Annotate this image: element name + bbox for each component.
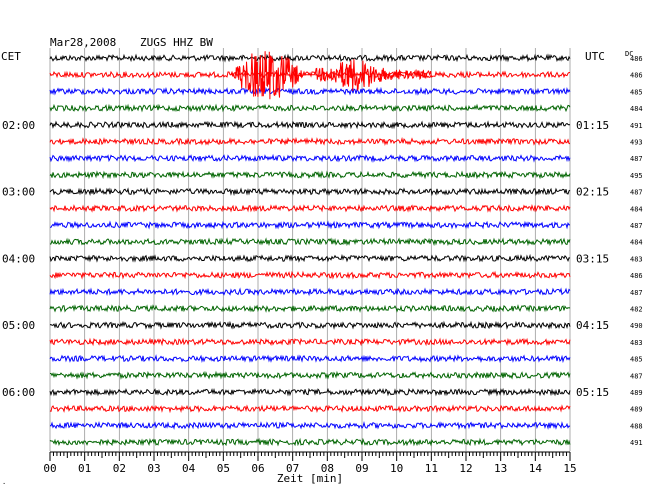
dc-label: DC	[625, 50, 633, 58]
dc-value-3: 484	[630, 105, 643, 113]
x-axis: 00 01 02 03 04 05 06 07 08 09 10 11 12 13 14 15	[43, 451, 577, 475]
dc-value-9: 484	[630, 205, 643, 213]
dc-value-17: 483	[630, 339, 643, 347]
earthquake-event	[230, 51, 432, 100]
trace-row-18	[49, 354, 571, 364]
x-tick-label-03: 03	[147, 462, 160, 475]
dc-value-22: 488	[630, 422, 643, 430]
dc-value-21: 489	[630, 406, 643, 414]
x-tick-label-10: 10	[390, 462, 403, 475]
trace-row-9	[49, 203, 571, 213]
x-tick-label-08: 08	[321, 462, 334, 475]
trace-rows	[49, 53, 571, 447]
x-tick-label-04: 04	[182, 462, 196, 475]
trace-row-19	[49, 370, 571, 380]
right-time-label-1: 02:15	[576, 186, 609, 199]
event-waveform	[230, 51, 432, 100]
right-time-label-3: 04:15	[576, 319, 609, 332]
trace-row-20	[49, 387, 571, 397]
dc-value-7: 495	[630, 172, 643, 180]
trace-row-3	[49, 103, 571, 113]
header-station: ZUGS HHZ BW	[140, 36, 213, 49]
x-tick-label-12: 12	[459, 462, 472, 475]
trace-row-15	[49, 304, 571, 313]
trace-row-14	[49, 287, 571, 297]
trace-row-13	[49, 270, 571, 280]
dc-value-5: 493	[630, 139, 643, 147]
left-time-label-2: 04:00	[2, 252, 35, 265]
header-date: Mar28,2008	[50, 36, 116, 49]
trace-row-5	[49, 136, 571, 147]
x-tick-label-07: 07	[286, 462, 299, 475]
dc-value-12: 483	[630, 255, 643, 263]
left-time-label-4: 06:00	[2, 386, 35, 399]
trace-row-17	[49, 337, 571, 347]
left-time-label-0: 02:00	[2, 119, 35, 132]
dc-value-23: 491	[630, 439, 643, 447]
trace-row-21	[49, 404, 571, 414]
dc-value-18: 485	[630, 356, 643, 364]
dc-value-10: 487	[630, 222, 643, 230]
dc-value-6: 487	[630, 155, 643, 163]
right-time-label-0: 01:15	[576, 119, 609, 132]
x-tick-label-14: 14	[529, 462, 543, 475]
dc-values: 486 486 485 484 491 493 487 495 487 484 487 484 483 4…	[630, 55, 643, 447]
left-time-label-3: 05:00	[2, 319, 35, 332]
trace-row-2	[49, 86, 571, 96]
dc-value-11: 484	[630, 239, 643, 247]
trace-row-6	[49, 153, 571, 163]
dc-value-19: 487	[630, 372, 643, 380]
trace-row-4	[49, 120, 571, 130]
right-zone-label: UTC	[585, 50, 605, 63]
x-tick-label-11: 11	[425, 462, 438, 475]
dc-value-14: 487	[630, 289, 643, 297]
dc-value-15: 482	[630, 306, 643, 314]
dc-value-8: 487	[630, 189, 643, 197]
right-time-label-4: 05:15	[576, 386, 609, 399]
x-tick-label-09: 09	[355, 462, 368, 475]
dc-value-0: 486	[630, 55, 643, 63]
trace-row-12	[49, 253, 571, 263]
trace-row-0	[49, 53, 571, 63]
x-tick-label-13: 13	[494, 462, 507, 475]
dc-value-1: 486	[630, 72, 643, 80]
x-tick-label-01: 01	[78, 462, 91, 475]
left-time-label-1: 03:00	[2, 186, 35, 199]
trace-row-22	[49, 420, 571, 430]
trace-row-7	[49, 170, 571, 180]
trace-row-10	[50, 220, 571, 230]
x-tick-label-00: 00	[43, 462, 56, 475]
trace-row-23	[49, 437, 571, 447]
x-axis-label: Zeit [min]	[277, 472, 343, 485]
trace-row-8	[49, 186, 571, 197]
trace-row-11	[49, 237, 571, 247]
dc-value-2: 485	[630, 88, 643, 96]
left-zone-label: CET	[1, 50, 21, 63]
trace-row-16	[49, 320, 571, 330]
x-tick-label-06: 06	[251, 462, 264, 475]
time-labels: 02:00 03:00 04:00 05:00 06:00 01:15 02:15 03:15…	[2, 119, 609, 399]
x-tick-label-02: 02	[113, 462, 126, 475]
trace-row-1	[49, 70, 570, 79]
dc-value-13: 486	[630, 272, 643, 280]
grid-lines	[49, 48, 571, 452]
dc-value-4: 491	[630, 122, 643, 130]
corner-mark: ·	[2, 480, 6, 488]
dc-value-20: 489	[630, 389, 643, 397]
x-tick-label-05: 05	[217, 462, 230, 475]
right-time-label-2: 03:15	[576, 252, 609, 265]
dc-value-16: 490	[630, 322, 643, 330]
x-tick-label-15: 15	[563, 462, 576, 475]
